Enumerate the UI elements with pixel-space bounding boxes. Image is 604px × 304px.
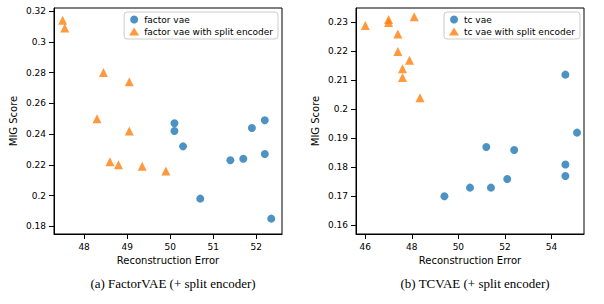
- svg-text:46: 46: [360, 242, 372, 252]
- svg-text:50: 50: [164, 242, 176, 252]
- svg-text:0.26: 0.26: [26, 98, 46, 108]
- svg-text:0.28: 0.28: [26, 68, 46, 78]
- svg-text:factor vae with split encoder: factor vae with split encoder: [144, 27, 273, 37]
- svg-text:54: 54: [546, 242, 558, 252]
- svg-text:0.24: 0.24: [26, 129, 46, 139]
- svg-text:48: 48: [406, 242, 418, 252]
- svg-text:tc vae: tc vae: [464, 15, 492, 25]
- svg-text:factor vae: factor vae: [144, 15, 190, 25]
- svg-text:MIG Score: MIG Score: [310, 96, 321, 147]
- svg-text:49: 49: [121, 242, 133, 252]
- svg-text:52: 52: [499, 242, 510, 252]
- svg-text:tc vae with split encoder: tc vae with split encoder: [464, 27, 575, 37]
- svg-text:0.18: 0.18: [26, 221, 46, 231]
- svg-text:0.32: 0.32: [26, 6, 46, 16]
- svg-text:52: 52: [250, 242, 261, 252]
- svg-text:Reconstruction Error: Reconstruction Error: [419, 255, 522, 266]
- svg-text:0.16: 0.16: [328, 220, 348, 230]
- svg-text:50: 50: [453, 242, 465, 252]
- svg-text:0.2: 0.2: [334, 104, 348, 114]
- svg-text:0.22: 0.22: [26, 160, 46, 170]
- svg-text:0.21: 0.21: [328, 75, 348, 85]
- svg-text:0.18: 0.18: [328, 162, 348, 172]
- svg-text:0.23: 0.23: [328, 17, 348, 27]
- svg-text:MIG Score: MIG Score: [8, 96, 19, 147]
- svg-text:0.3: 0.3: [32, 37, 46, 47]
- svg-text:0.22: 0.22: [328, 46, 348, 56]
- svg-text:0.19: 0.19: [328, 133, 348, 143]
- svg-text:0.2: 0.2: [32, 191, 46, 201]
- svg-text:0.17: 0.17: [328, 191, 348, 201]
- svg-text:(b) TCVAE (+ split encoder): (b) TCVAE (+ split encoder): [400, 276, 549, 291]
- svg-text:Reconstruction Error: Reconstruction Error: [117, 255, 220, 266]
- svg-text:48: 48: [78, 242, 90, 252]
- svg-text:(a) FactorVAE (+ split encoder: (a) FactorVAE (+ split encoder): [90, 276, 255, 291]
- svg-text:51: 51: [207, 242, 218, 252]
